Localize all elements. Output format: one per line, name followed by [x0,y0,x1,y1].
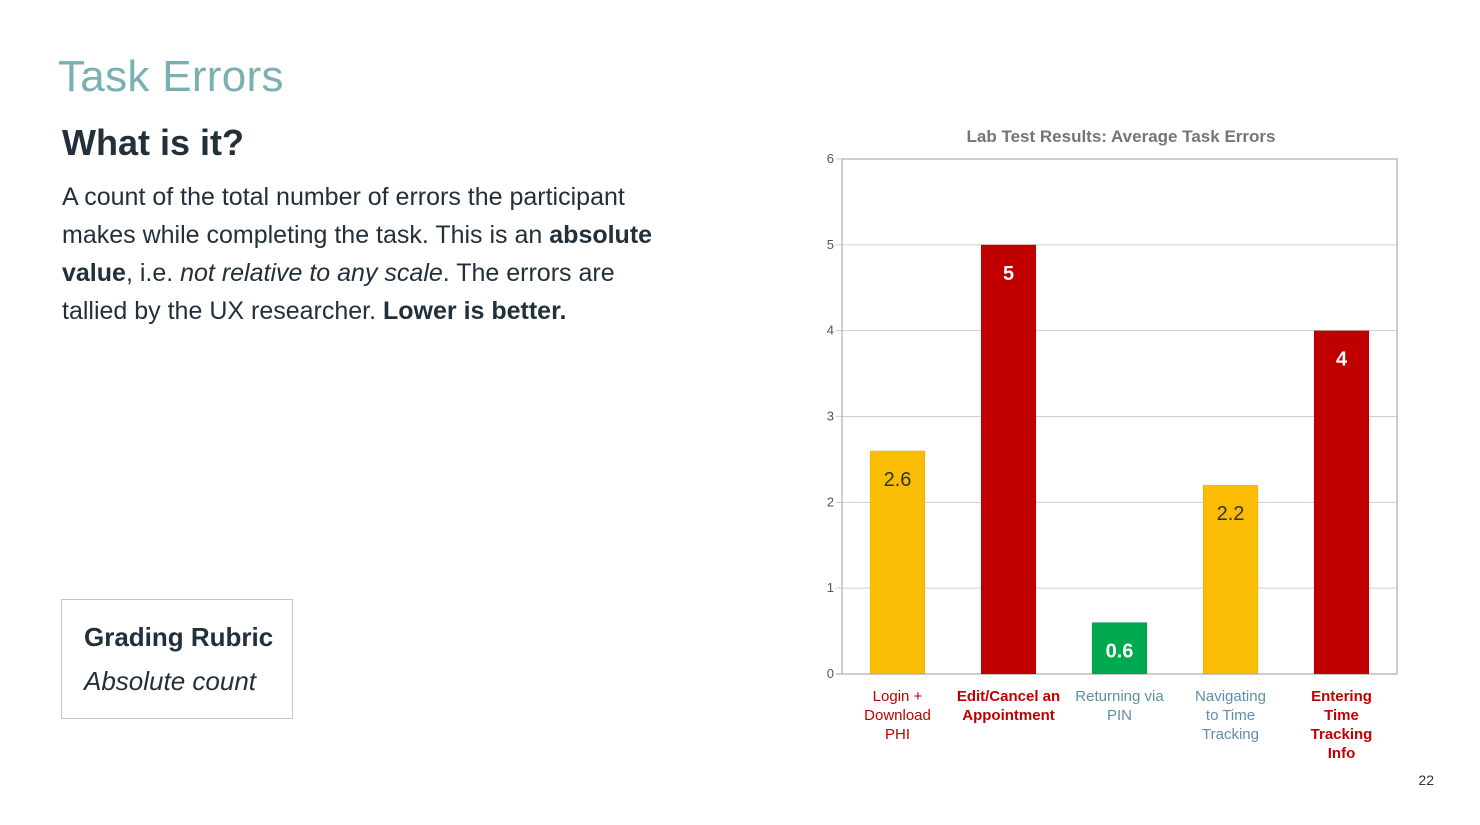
y-tick-label: 4 [827,323,834,338]
bar [1202,484,1259,675]
chart-title: Lab Test Results: Average Task Errors [967,127,1276,146]
bar-value-label: 2.6 [884,469,912,491]
x-category-label: Navigating to Time Tracking [1195,688,1266,743]
rubric-title: Grading Rubric [84,622,274,652]
x-category-label-line: Download [864,707,931,724]
x-category-label-line: Info [1328,745,1356,762]
section-heading: What is it? [62,122,244,163]
slide-title: Task Errors [58,52,284,101]
x-category-label-line: Tracking [1311,726,1373,743]
x-category-label-line: Login + [873,688,923,705]
bar-value-label: 2.2 [1217,503,1245,525]
chart-container: Lab Test Results: Average Task Errors 0 1… [800,115,1420,775]
bar-chart: Lab Test Results: Average Task Errors 0 1… [827,127,1398,762]
description-bold-absolute: absolute value [62,221,653,287]
bar [1091,622,1148,675]
y-tick-label: 5 [827,237,834,252]
x-category-label-line: Time [1324,707,1359,724]
bar [1313,330,1370,675]
x-category-label-line: Appointment [962,707,1054,724]
x-category-label: Returning via PIN [1075,688,1164,724]
x-category-label-line: Entering [1311,688,1372,705]
description-part-2: , i.e. [125,259,181,287]
description-part-3: . The errors are tallied by the UX resea… [62,259,615,325]
description-bold-lower: Lower is better. [383,297,567,325]
bar-value-label: 0.6 [1106,641,1134,663]
bar-value-label: 4 [1336,349,1348,371]
x-category-label-line: Navigating [1195,688,1266,705]
bar [980,244,1037,675]
x-category-label-line: Tracking [1202,726,1259,743]
y-tick-label: 6 [827,151,834,166]
y-tick-label: 3 [827,409,834,424]
bar [869,450,926,675]
description-text: A count of the total number of errors th… [62,178,682,330]
x-category-label-line: PHI [885,726,910,743]
x-category-label-line: PIN [1107,707,1132,724]
x-category-label-line: Edit/Cancel an [957,688,1060,705]
x-category-label-line: Returning via [1075,688,1164,705]
y-tick-label: 1 [827,580,834,595]
x-category-label: Login + Download PHI [864,688,931,743]
description-part-1: A count of the total number of errors th… [62,183,625,249]
grading-rubric-box: Grading Rubric Absolute count [61,599,293,719]
bar-value-label: 5 [1003,263,1014,285]
y-tick-label: 0 [827,666,834,681]
x-category-label-line: to Time [1206,707,1255,724]
y-tick-label: 2 [827,494,834,509]
x-category-label: Entering Time Tracking Info [1311,688,1373,762]
description-italic-scale: not relative to any scale [180,259,443,287]
x-category-label: Edit/Cancel an Appointment [957,688,1060,724]
rubric-value: Absolute count [84,666,257,696]
page-number: 22 [1418,772,1434,788]
